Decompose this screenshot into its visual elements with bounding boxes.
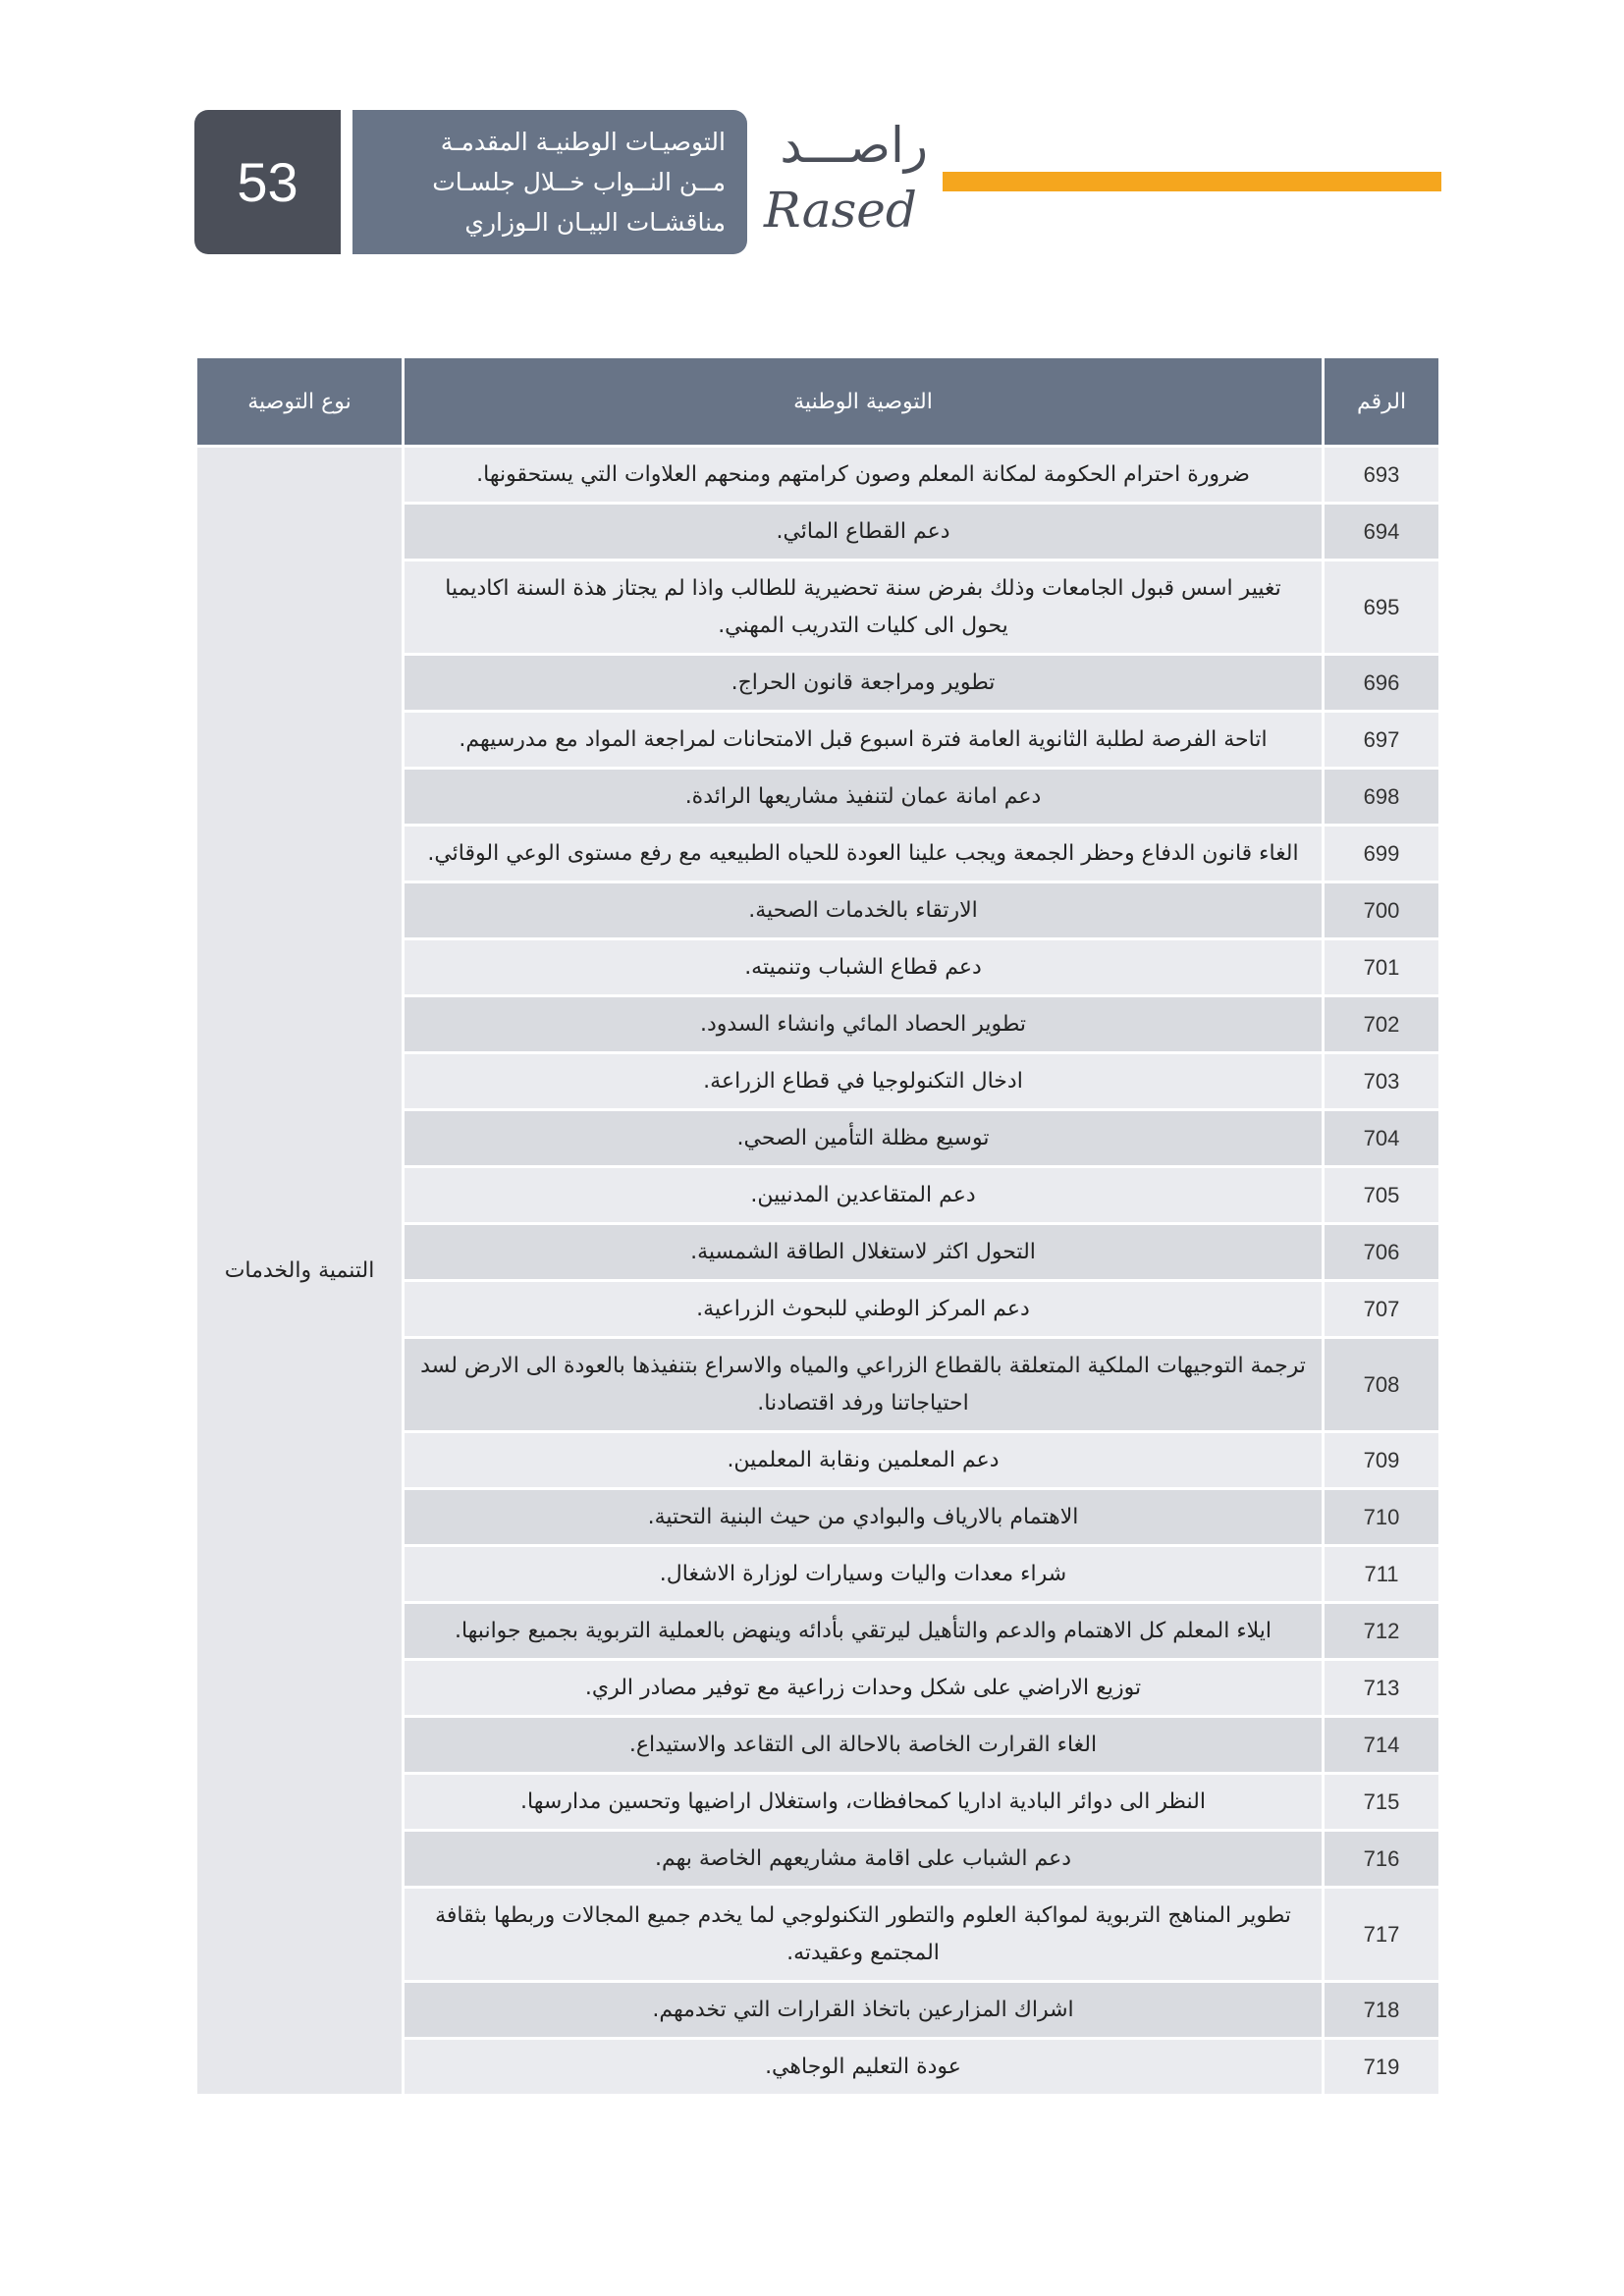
row-number: 707 <box>1325 1282 1438 1336</box>
recommendation-text: اشراك المزارعين باتخاذ القرارات التي تخد… <box>405 1983 1322 2037</box>
row-number: 714 <box>1325 1718 1438 1772</box>
table-row: 708 ترجمة التوجيهات الملكية المتعلقة بالق… <box>197 1339 1438 1430</box>
table-row: 701 دعم قطاع الشباب وتنميته. <box>197 940 1438 994</box>
table-row: 700 الارتقاء بالخدمات الصحية. <box>197 883 1438 937</box>
recommendation-text: دعم قطاع الشباب وتنميته. <box>405 940 1322 994</box>
title-line: مــن النــواب خــلال جلسـات <box>432 168 726 196</box>
title-line: مناقشـات البيـان الـوزاري <box>464 208 726 237</box>
row-number: 694 <box>1325 505 1438 559</box>
table-row: 694 دعم القطاع المائي. <box>197 505 1438 559</box>
table-row: 702 تطوير الحصاد المائي وانشاء السدود. <box>197 997 1438 1051</box>
recommendation-text: دعم المتقاعدين المدنيين. <box>405 1168 1322 1222</box>
accent-bar <box>943 172 1441 191</box>
row-number: 698 <box>1325 770 1438 824</box>
recommendation-text: توزيع الاراضي على شكل وحدات زراعية مع تو… <box>405 1661 1322 1715</box>
recommendation-text: تطوير المناهج التربوية لمواكبة العلوم وا… <box>405 1889 1322 1980</box>
recommendation-text: تطوير ومراجعة قانون الحراج. <box>405 656 1322 710</box>
recommendation-text: دعم القطاع المائي. <box>405 505 1322 559</box>
recommendation-text: شراء معدات واليات وسيارات لوزارة الاشغال… <box>405 1547 1322 1601</box>
recommendation-text: الغاء القرارت الخاصة بالاحالة الى التقاع… <box>405 1718 1322 1772</box>
row-number: 697 <box>1325 713 1438 767</box>
recommendation-text: النظر الى دوائر البادية اداريا كمحافظات،… <box>405 1775 1322 1829</box>
logo-english: Rased <box>764 182 917 239</box>
row-number: 718 <box>1325 1983 1438 2037</box>
recommendation-text: تغيير اسس قبول الجامعات وذلك بفرض سنة تح… <box>405 561 1322 653</box>
recommendation-text: ترجمة التوجيهات الملكية المتعلقة بالقطاع… <box>405 1339 1322 1430</box>
table-row: 711 شراء معدات واليات وسيارات لوزارة الاش… <box>197 1547 1438 1601</box>
row-number: 719 <box>1325 2040 1438 2094</box>
table-row: 705 دعم المتقاعدين المدنيين. <box>197 1168 1438 1222</box>
row-number: 705 <box>1325 1168 1438 1222</box>
table-row: 706 التحول اكثر لاستغلال الطاقة الشمسية. <box>197 1225 1438 1279</box>
logo-arabic: راصـــد <box>780 117 928 174</box>
table-row: 714 الغاء القرارت الخاصة بالاحالة الى الت… <box>197 1718 1438 1772</box>
row-number: 709 <box>1325 1433 1438 1487</box>
recommendation-text: ادخال التكنولوجيا في قطاع الزراعة. <box>405 1054 1322 1108</box>
column-header-number: الرقم <box>1325 358 1438 445</box>
row-number: 695 <box>1325 561 1438 653</box>
row-number: 715 <box>1325 1775 1438 1829</box>
table-row: 696 تطوير ومراجعة قانون الحراج. <box>197 656 1438 710</box>
recommendation-type: التنمية والخدمات <box>197 448 402 2094</box>
row-number: 704 <box>1325 1111 1438 1165</box>
table-row: 710 الاهتمام بالارياف والبوادي من حيث الب… <box>197 1490 1438 1544</box>
table-row: 704 توسيع مظلة التأمين الصحي. <box>197 1111 1438 1165</box>
title-line: التوصيـات الوطنيـة المقدمـة <box>440 128 726 156</box>
row-number: 701 <box>1325 940 1438 994</box>
row-number: 703 <box>1325 1054 1438 1108</box>
row-number: 710 <box>1325 1490 1438 1544</box>
table-row: 713 توزيع الاراضي على شكل وحدات زراعية مع… <box>197 1661 1438 1715</box>
recommendation-text: ضرورة احترام الحكومة لمكانة المعلم وصون … <box>405 448 1322 502</box>
row-number: 711 <box>1325 1547 1438 1601</box>
recommendation-text: اتاحة الفرصة لطلبة الثانوية العامة فترة … <box>405 713 1322 767</box>
row-number: 696 <box>1325 656 1438 710</box>
table-row: 703 ادخال التكنولوجيا في قطاع الزراعة. <box>197 1054 1438 1108</box>
row-number: 712 <box>1325 1604 1438 1658</box>
column-header-recommendation: التوصية الوطنية <box>405 358 1322 445</box>
row-number: 708 <box>1325 1339 1438 1430</box>
table-row: 719 عودة التعليم الوجاهي. <box>197 2040 1438 2094</box>
row-number: 700 <box>1325 883 1438 937</box>
recommendations-table: الرقم التوصية الوطنية نوع التوصية 693 ضرو… <box>194 355 1441 2097</box>
recommendation-text: التحول اكثر لاستغلال الطاقة الشمسية. <box>405 1225 1322 1279</box>
table-row: 717 تطوير المناهج التربوية لمواكبة العلوم… <box>197 1889 1438 1980</box>
row-number: 713 <box>1325 1661 1438 1715</box>
column-header-type: نوع التوصية <box>197 358 402 445</box>
table-row: 707 دعم المركز الوطني للبحوث الزراعية. <box>197 1282 1438 1336</box>
recommendation-text: ايلاء المعلم كل الاهتمام والدعم والتأهيل… <box>405 1604 1322 1658</box>
row-number: 693 <box>1325 448 1438 502</box>
recommendation-text: عودة التعليم الوجاهي. <box>405 2040 1322 2094</box>
recommendation-text: الاهتمام بالارياف والبوادي من حيث البنية… <box>405 1490 1322 1544</box>
recommendation-text: دعم الشباب على اقامة مشاريعهم الخاصة بهم… <box>405 1832 1322 1886</box>
recommendation-text: الغاء قانون الدفاع وحظر الجمعة ويجب علين… <box>405 827 1322 881</box>
row-number: 699 <box>1325 827 1438 881</box>
row-number: 717 <box>1325 1889 1438 1980</box>
table-row: 693 ضرورة احترام الحكومة لمكانة المعلم وص… <box>197 448 1438 2094</box>
table-row: 718 اشراك المزارعين باتخاذ القرارات التي … <box>197 1983 1438 2037</box>
recommendation-text: دعم امانة عمان لتنفيذ مشاريعها الرائدة. <box>405 770 1322 824</box>
table-row: 699 الغاء قانون الدفاع وحظر الجمعة ويجب ع… <box>197 827 1438 881</box>
recommendation-text: دعم المعلمين ونقابة المعلمين. <box>405 1433 1322 1487</box>
table-row: 715 النظر الى دوائر البادية اداريا كمحافظ… <box>197 1775 1438 1829</box>
row-number: 702 <box>1325 997 1438 1051</box>
table-row: 712 ايلاء المعلم كل الاهتمام والدعم والتأ… <box>197 1604 1438 1658</box>
row-number: 716 <box>1325 1832 1438 1886</box>
recommendation-text: دعم المركز الوطني للبحوث الزراعية. <box>405 1282 1322 1336</box>
recommendation-text: توسيع مظلة التأمين الصحي. <box>405 1111 1322 1165</box>
page-number: 53 <box>194 110 341 254</box>
table-row: 709 دعم المعلمين ونقابة المعلمين. <box>197 1433 1438 1487</box>
recommendation-text: تطوير الحصاد المائي وانشاء السدود. <box>405 997 1322 1051</box>
table-row: 698 دعم امانة عمان لتنفيذ مشاريعها الرائد… <box>197 770 1438 824</box>
table-row: 716 دعم الشباب على اقامة مشاريعهم الخاصة … <box>197 1832 1438 1886</box>
section-title: التوصيـات الوطنيـة المقدمـة مــن النــوا… <box>352 110 747 254</box>
table-row: 697 اتاحة الفرصة لطلبة الثانوية العامة فت… <box>197 713 1438 767</box>
table-row: 695 تغيير اسس قبول الجامعات وذلك بفرض سنة… <box>197 561 1438 653</box>
row-number: 706 <box>1325 1225 1438 1279</box>
recommendation-text: الارتقاء بالخدمات الصحية. <box>405 883 1322 937</box>
